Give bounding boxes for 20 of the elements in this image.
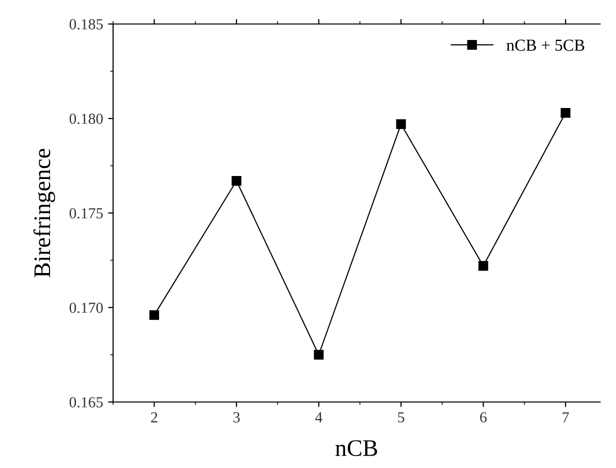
x-axis-title: nCB <box>335 440 378 456</box>
y-tick-label: 0.165 <box>70 397 103 408</box>
point <box>314 350 324 360</box>
point <box>149 310 160 320</box>
x-tick-label: 6 <box>480 412 487 422</box>
y-tick-label: 0.180 <box>70 114 103 124</box>
y-tick-label: 0.175 <box>70 208 103 219</box>
x-tick-label: 3 <box>233 412 240 422</box>
x-tick-label: 4 <box>315 412 322 422</box>
y-tick-label: 0.185 <box>70 19 103 30</box>
x-tick-label: 2 <box>151 412 158 422</box>
y-axis-title: Birefringence <box>33 148 56 278</box>
x-tick-label: 7 <box>562 412 569 422</box>
point <box>560 108 570 118</box>
y-tick-label: 0.170 <box>70 302 103 314</box>
point <box>396 119 406 130</box>
point <box>478 261 488 271</box>
point <box>232 176 242 186</box>
x-tick-label: 5 <box>398 412 404 422</box>
legend-label: nCB + 5CB <box>506 40 584 51</box>
